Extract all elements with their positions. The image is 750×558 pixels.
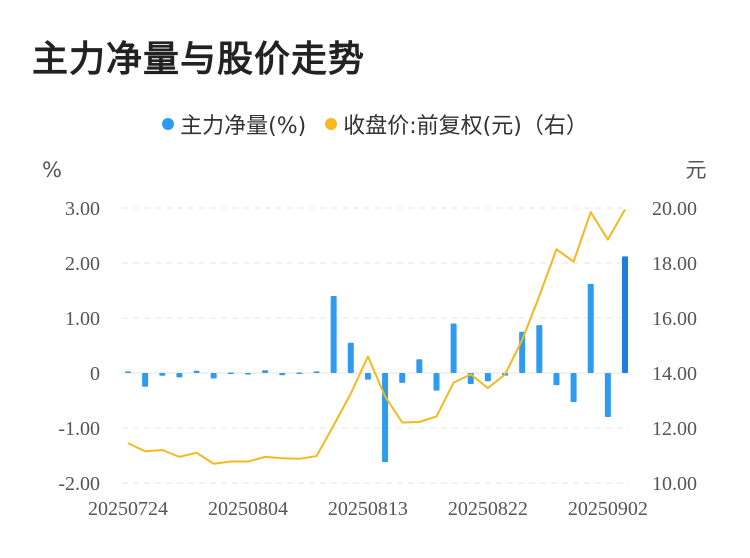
left-axis-ticks: 3.00 2.00 1.00 0 -1.00 -2.00 [58, 198, 100, 495]
x-tick-label: 20250804 [208, 498, 288, 520]
right-tick-label: 10.00 [652, 473, 697, 495]
grid-lines [122, 207, 629, 484]
chart-legend: 主力净量(%) 收盘价:前复权(元)（右） [0, 108, 750, 140]
legend-dot-icon [162, 118, 175, 130]
bar-net-volume[interactable] [364, 373, 371, 380]
left-tick-label: 3.00 [65, 198, 100, 220]
bar-net-volume[interactable] [176, 373, 183, 378]
left-tick-label: 0 [90, 363, 100, 385]
bar-net-volume[interactable] [313, 371, 320, 373]
right-tick-label: 18.00 [652, 253, 697, 275]
legend-item-close-price[interactable]: 收盘价:前复权(元)（右） [325, 108, 588, 140]
left-tick-label: 1.00 [65, 308, 100, 330]
bar-net-volume[interactable] [347, 342, 354, 373]
right-tick-label: 16.00 [652, 308, 697, 330]
right-tick-label: 14.00 [652, 363, 697, 385]
bar-net-volume[interactable] [330, 296, 337, 373]
bar-net-volume[interactable] [450, 323, 457, 374]
bar-net-volume[interactable] [587, 283, 594, 373]
bar-net-volume[interactable] [570, 373, 577, 403]
legend-label: 主力净量(%) [180, 114, 307, 139]
bar-net-volume[interactable] [622, 256, 628, 373]
bar-net-volume[interactable] [553, 373, 560, 386]
line-series [127, 208, 626, 465]
bar-net-volume[interactable] [416, 359, 423, 373]
bar-net-volume[interactable] [296, 372, 303, 374]
right-tick-label: 20.00 [652, 198, 697, 220]
right-axis-ticks: 20.00 18.00 16.00 14.00 12.00 10.00 [652, 198, 697, 495]
bar-net-volume[interactable] [433, 373, 440, 391]
left-tick-label: 2.00 [65, 253, 100, 275]
right-tick-label: 12.00 [652, 418, 697, 440]
bar-net-volume[interactable] [227, 372, 234, 374]
bar-net-volume[interactable] [159, 373, 166, 376]
left-axis-unit: % [42, 158, 62, 182]
bar-net-volume[interactable] [142, 373, 149, 387]
x-tick-label: 20250724 [88, 498, 168, 520]
bar-net-volume[interactable] [536, 325, 543, 373]
bar-net-volume[interactable] [244, 373, 251, 375]
x-tick-label: 20250902 [568, 498, 648, 520]
x-tick-label: 20250822 [448, 498, 528, 520]
right-axis-unit: 元 [686, 158, 707, 182]
line-close-price[interactable] [127, 208, 626, 465]
bar-net-volume[interactable] [399, 373, 406, 383]
chart-title: 主力净量与股价走势 [32, 39, 366, 80]
legend-label: 收盘价:前复权(元)（右） [343, 114, 588, 139]
bar-net-volume[interactable] [484, 373, 491, 382]
x-tick-label: 20250813 [328, 498, 408, 520]
bar-net-volume[interactable] [193, 370, 200, 373]
left-tick-label: -2.00 [58, 473, 100, 495]
bar-net-volume[interactable] [279, 373, 286, 376]
bar-net-volume[interactable] [125, 371, 131, 373]
left-tick-label: -1.00 [58, 418, 100, 440]
bar-net-volume[interactable] [262, 370, 269, 373]
bar-series [125, 256, 628, 463]
x-axis-ticks: 20250724 20250804 20250813 20250822 20250902 [88, 498, 648, 520]
legend-dot-icon [325, 118, 338, 130]
bar-net-volume[interactable] [604, 373, 611, 417]
bar-net-volume[interactable] [210, 373, 217, 379]
legend-item-net-volume[interactable]: 主力净量(%) [162, 108, 306, 140]
bar-net-volume[interactable] [382, 373, 389, 463]
